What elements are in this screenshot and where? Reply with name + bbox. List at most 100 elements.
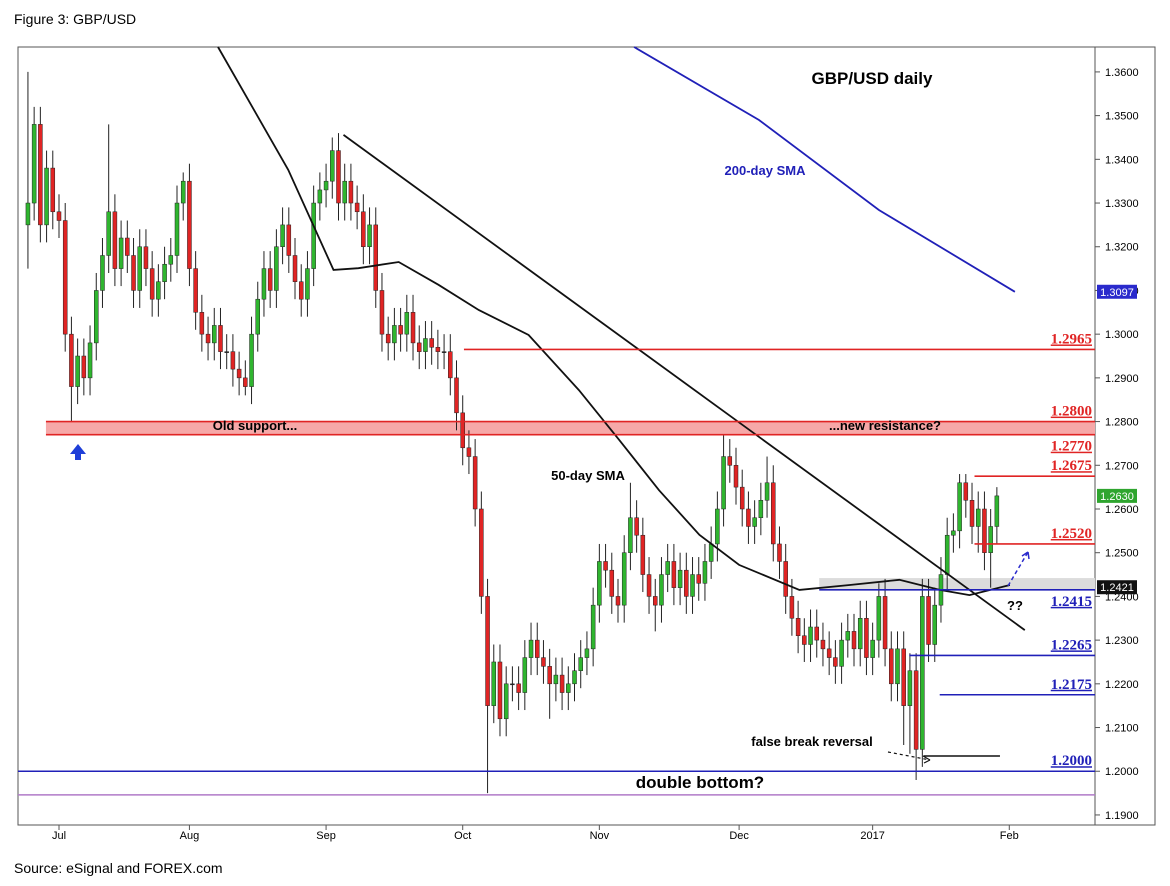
candle-body <box>671 561 677 588</box>
candle-body <box>497 661 503 720</box>
candle-body <box>715 508 720 545</box>
candle-body <box>926 596 931 645</box>
up-arrow <box>70 444 86 460</box>
line-series <box>633 46 1016 293</box>
candle-body <box>379 290 385 335</box>
candle-body <box>75 355 80 387</box>
candle-body <box>323 180 329 191</box>
candle-body <box>25 202 31 226</box>
candle-body <box>578 657 583 671</box>
candle-body <box>746 508 751 527</box>
candle-body <box>243 377 248 387</box>
candle-body <box>131 255 136 291</box>
candle-body <box>69 333 74 387</box>
candle-body <box>143 246 149 269</box>
candle-body <box>100 255 105 291</box>
level-label: 1.2520 <box>1051 526 1092 542</box>
y-tick-label: 1.2900 <box>1105 373 1139 385</box>
y-tick-label: 1.1900 <box>1105 810 1139 822</box>
candle-body <box>534 639 540 658</box>
level-label-bg <box>1039 457 1093 474</box>
level-label: 1.2965 <box>1051 331 1092 347</box>
candle-body <box>783 561 788 597</box>
candle-body <box>218 325 223 352</box>
candle-body <box>646 574 652 597</box>
candle-body <box>690 574 695 597</box>
zone <box>819 578 1095 590</box>
candle-body <box>38 124 43 226</box>
candle-body <box>125 237 130 256</box>
level-label-bg <box>1039 752 1093 769</box>
candle-body <box>404 312 410 335</box>
arrow-head <box>1021 551 1030 560</box>
candle-body <box>416 342 422 352</box>
candle-body <box>628 517 633 553</box>
candle-body <box>895 648 900 685</box>
y-tick-label: 1.2000 <box>1105 766 1139 778</box>
level-label-bg <box>1039 402 1093 419</box>
candle-body <box>864 618 869 658</box>
candle-body <box>267 268 273 291</box>
candle-body <box>510 683 515 686</box>
candle-body <box>503 683 509 720</box>
annotation: 50-day SMA <box>551 468 625 483</box>
candle-body <box>348 180 354 204</box>
candle-body <box>826 648 832 658</box>
candle-body <box>615 596 621 606</box>
y-tick-label: 1.2800 <box>1105 417 1139 429</box>
candle-body <box>634 517 639 536</box>
price-badge <box>1097 580 1137 595</box>
x-tick-label: Aug <box>180 830 200 842</box>
annotation: ...new resistance? <box>829 418 941 433</box>
y-tick-label: 1.2600 <box>1105 504 1139 516</box>
candle-body <box>963 482 969 501</box>
candle-body <box>311 202 316 269</box>
candle-body <box>640 534 646 575</box>
dashed-arrow <box>887 751 931 761</box>
candle-body <box>901 648 906 706</box>
candle-body <box>205 333 211 344</box>
source: Source: eSignal and FOREX.com <box>14 860 223 876</box>
level-label-bg <box>1039 330 1093 347</box>
candle-body <box>56 211 62 221</box>
level-label: 1.2265 <box>1051 637 1092 653</box>
y-tick-label: 1.3600 <box>1105 67 1139 79</box>
annotation: Old support... <box>213 418 298 433</box>
candle-body <box>957 482 962 532</box>
candle-body <box>255 298 260 335</box>
candle-body <box>870 639 875 658</box>
x-tick-label: 2017 <box>860 830 884 842</box>
candle-body <box>907 670 913 706</box>
candle-body <box>249 333 254 387</box>
candle-body <box>522 657 528 693</box>
candle-body <box>951 530 956 536</box>
candle-body <box>485 596 490 706</box>
candle-body <box>292 255 298 282</box>
candle-body <box>547 666 552 685</box>
candle-body <box>187 180 192 269</box>
candle-body <box>733 465 739 488</box>
candle-body <box>423 338 428 352</box>
annotation: ?? <box>1007 598 1023 613</box>
x-tick-label: Sep <box>316 830 336 842</box>
candle-body <box>920 596 925 750</box>
candle-body <box>466 447 472 457</box>
candle-body <box>342 180 347 204</box>
x-tick-label: Dec <box>729 830 749 842</box>
candle-body <box>516 683 521 693</box>
candle-body <box>590 604 596 650</box>
candle-body <box>727 456 733 466</box>
candle-body <box>528 639 534 658</box>
candle-body <box>385 333 391 344</box>
x-tick-label: Jul <box>52 830 66 842</box>
candle-body <box>808 626 813 645</box>
candle-body <box>739 486 745 510</box>
x-tick-label: Feb <box>1000 830 1019 842</box>
x-tick-label: Nov <box>590 830 610 842</box>
arrow-head <box>922 755 931 764</box>
candle-body <box>491 661 497 706</box>
candle-body <box>44 167 49 226</box>
candle-body <box>988 526 993 553</box>
